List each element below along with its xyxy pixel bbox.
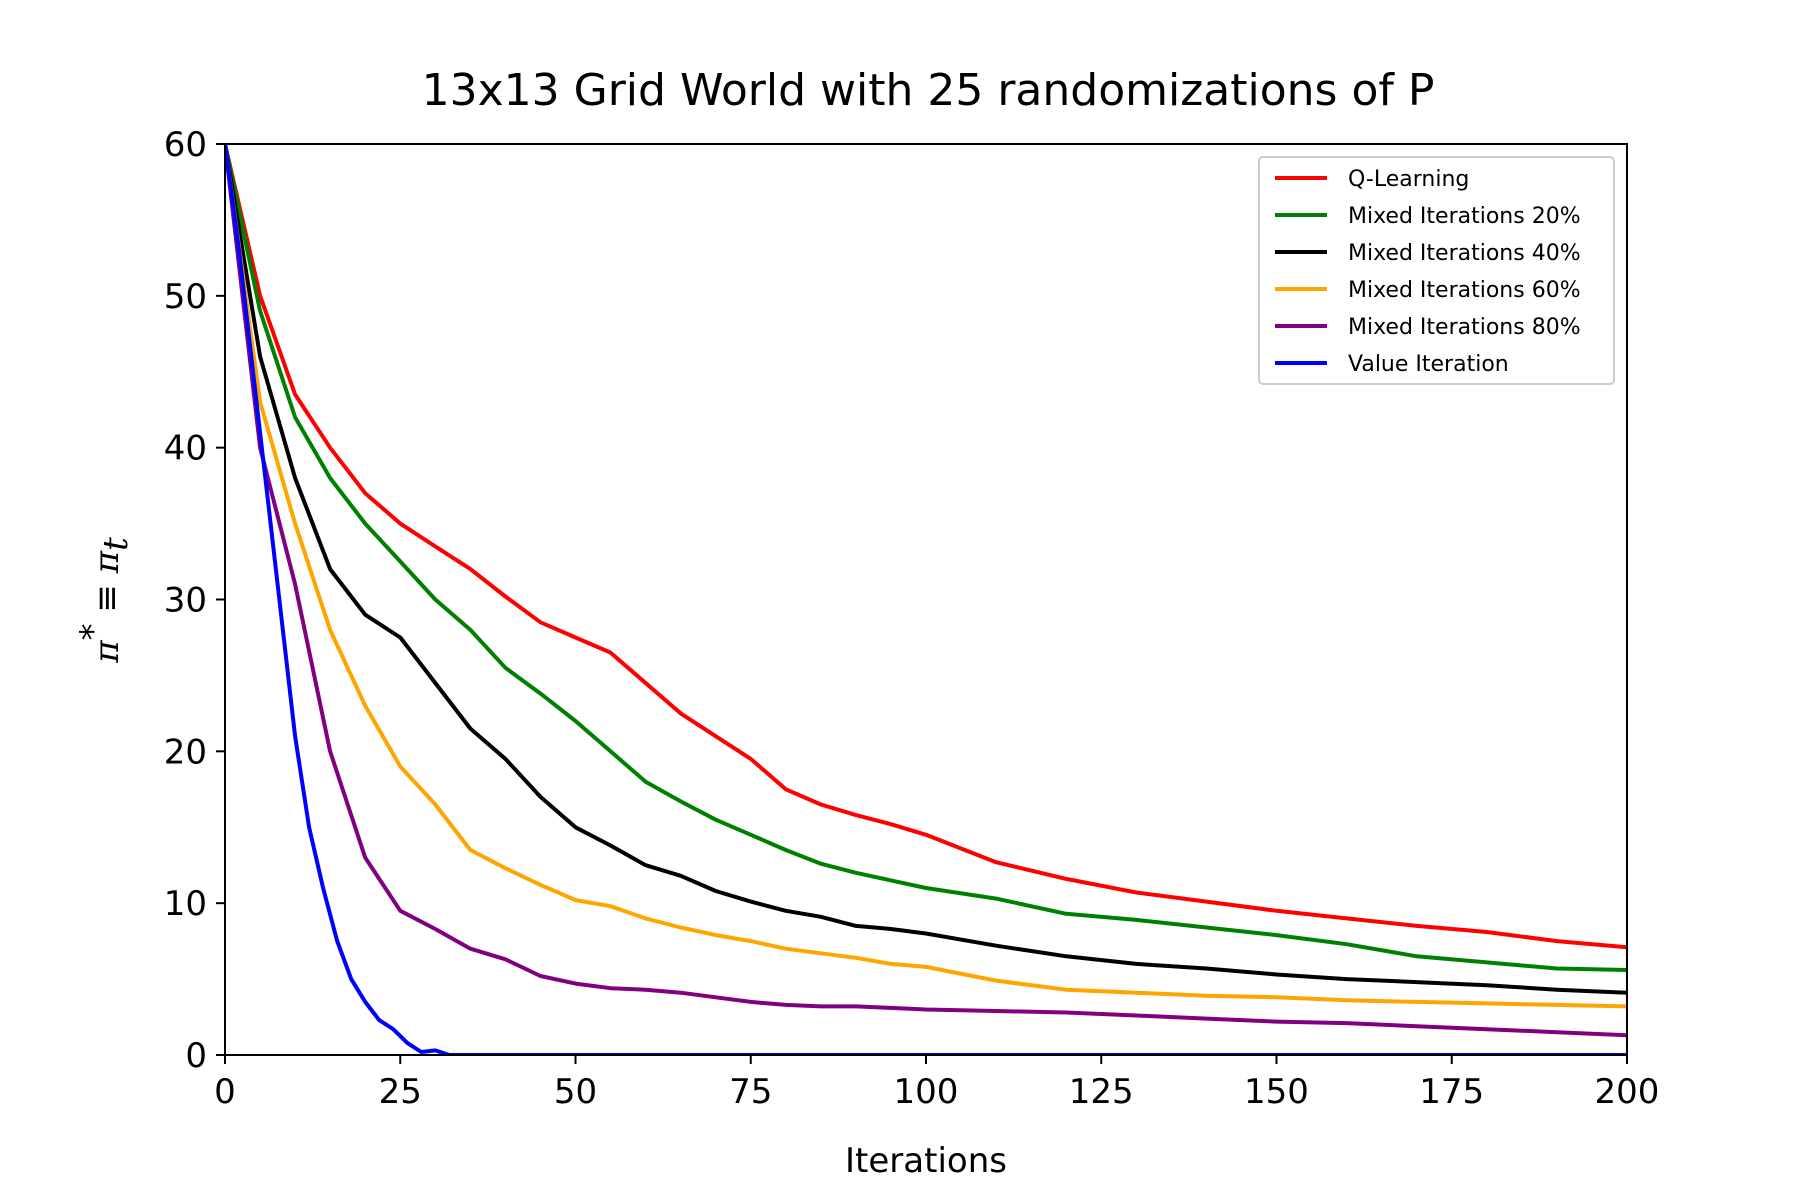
series-layer <box>225 144 1627 1055</box>
legend-label-value-iteration: Value Iteration <box>1348 352 1509 377</box>
x-tick-label: 175 <box>1419 1072 1484 1112</box>
x-tick-label: 0 <box>214 1072 236 1112</box>
legend-frame <box>1258 156 1615 385</box>
legend-label-mixed-iterations-60: Mixed Iterations 60% <box>1348 278 1581 303</box>
y-tick-label: 40 <box>164 429 207 469</box>
legend-label-mixed-iterations-80: Mixed Iterations 80% <box>1348 315 1581 340</box>
series-line-mixed-iterations-80 <box>225 144 1627 1038</box>
x-tick-label: 150 <box>1244 1072 1309 1112</box>
x-axis: 0 25 50 75 100 125 150 175 200 <box>214 1055 1659 1112</box>
series-line-mixed-iterations-60 <box>225 144 1627 1009</box>
series-line-mixed-iterations-20 <box>225 144 1627 972</box>
plot-area <box>225 144 1627 1055</box>
x-tick-label: 50 <box>554 1072 597 1112</box>
x-tick-label: 75 <box>729 1072 772 1112</box>
y-tick-label: 30 <box>164 581 207 621</box>
y-axis-label: π* ≡ πt <box>73 537 136 664</box>
y-tick-label: 60 <box>164 125 207 165</box>
x-tick-label: 100 <box>894 1072 959 1112</box>
chart-title: 13x13 Grid World with 25 randomizations … <box>422 65 1435 116</box>
legend-label-q-learning: Q-Learning <box>1348 167 1469 192</box>
legend: Q-Learning Mixed Iterations 20% Mixed Iter… <box>1258 156 1615 385</box>
y-axis: 0 10 20 30 40 50 60 <box>164 125 225 1076</box>
x-axis-label: Iterations <box>845 1141 1007 1181</box>
legend-label-mixed-iterations-20: Mixed Iterations 20% <box>1348 204 1581 229</box>
legend-label-mixed-iterations-40: Mixed Iterations 40% <box>1348 241 1581 266</box>
y-tick-label: 50 <box>164 277 207 317</box>
series-line-q-learning <box>225 144 1627 950</box>
x-tick-label: 25 <box>379 1072 422 1112</box>
x-tick-label: 200 <box>1595 1072 1660 1112</box>
y-tick-label: 10 <box>164 884 207 924</box>
series-line-mixed-iterations-40 <box>225 144 1627 995</box>
y-axis-label-text: π* ≡ πt <box>73 537 136 664</box>
series-line-value-iteration <box>225 144 1627 1055</box>
y-tick-label: 0 <box>185 1036 207 1076</box>
y-tick-label: 20 <box>164 732 207 772</box>
x-tick-label: 125 <box>1069 1072 1134 1112</box>
